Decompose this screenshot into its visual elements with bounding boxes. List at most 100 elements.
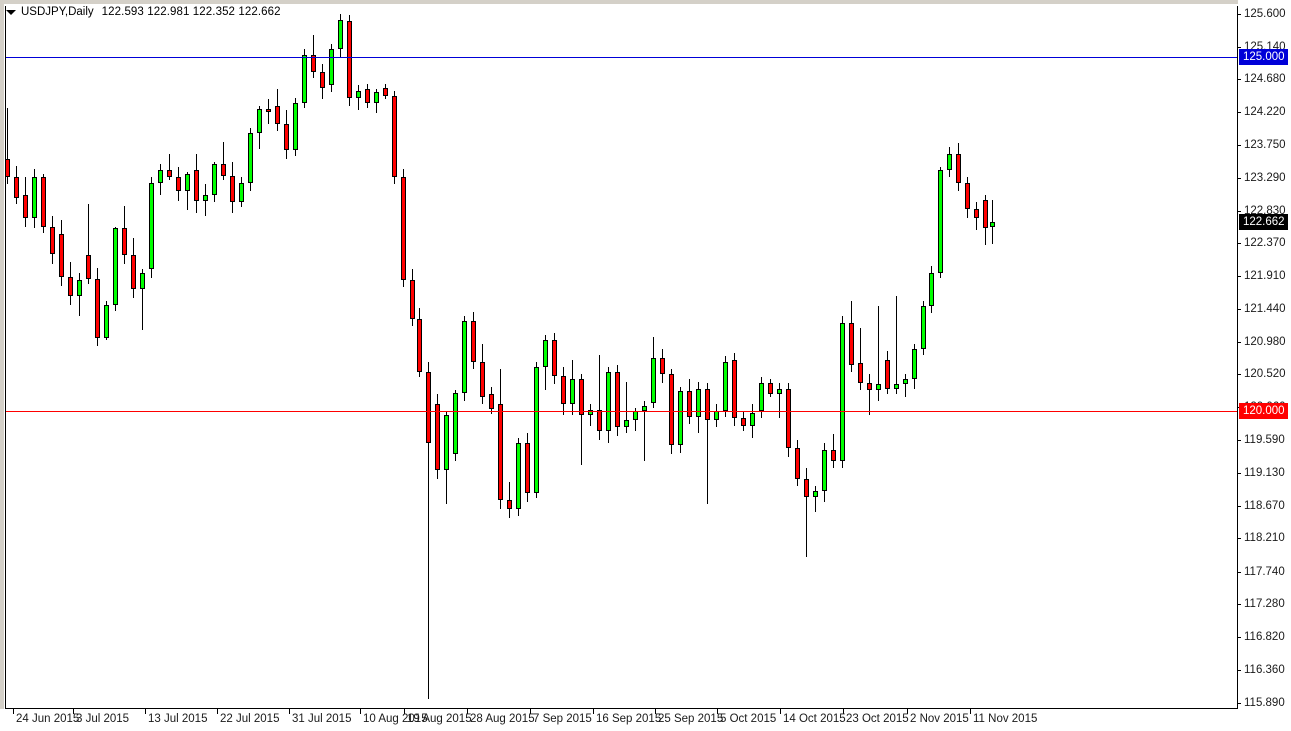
candle-body-bullish [462, 320, 467, 393]
time-tick [655, 709, 656, 714]
candlestick [392, 6, 397, 708]
candlestick [525, 6, 530, 708]
candle-body-bearish [471, 320, 476, 362]
price-scale-panel[interactable] [1238, 0, 1291, 708]
candle-body-bullish [293, 102, 298, 151]
resistance-line-125[interactable] [5, 56, 1237, 58]
candlestick [498, 6, 503, 708]
price-tick [1237, 341, 1241, 343]
support-line-120[interactable] [5, 411, 1237, 413]
price-axis-label: 117.280 [1244, 598, 1285, 611]
candle-body-bullish [203, 194, 208, 202]
candlestick [642, 6, 647, 708]
candlestick [678, 6, 683, 708]
candle-wick [590, 404, 591, 426]
candle-wick [581, 374, 582, 465]
candle-body-bullish [813, 490, 818, 497]
candle-body-bearish [974, 209, 979, 219]
candlestick [329, 6, 334, 708]
candle-body-bullish [516, 443, 521, 510]
candle-body-bullish [822, 450, 827, 491]
candle-body-bullish [921, 306, 926, 349]
price-axis-label: 118.210 [1244, 532, 1285, 545]
price-axis-label: 125.600 [1244, 8, 1286, 20]
price-axis-label: 119.590 [1244, 434, 1285, 447]
candle-body-bearish [965, 182, 970, 210]
candlestick [32, 6, 37, 708]
candle-body-bullish [651, 358, 656, 403]
candlestick [356, 6, 361, 708]
time-axis-label: 22 Jul 2015 [220, 713, 280, 725]
candle-wick [815, 485, 816, 513]
candle-body-bearish [14, 177, 19, 199]
candle-body-bullish [903, 379, 908, 385]
time-tick [217, 709, 218, 714]
price-tick [1237, 473, 1241, 475]
candle-body-bearish [221, 164, 226, 176]
candle-body-bullish [239, 182, 244, 203]
time-tick [530, 709, 531, 714]
candlestick [113, 6, 118, 708]
candle-body-bearish [768, 382, 773, 394]
time-axis-label: 7 Sep 2015 [533, 713, 592, 725]
candle-wick [626, 381, 627, 433]
candle-body-bullish [113, 228, 118, 305]
candlestick [804, 6, 809, 708]
candlestick [383, 6, 388, 708]
candlestick [840, 6, 845, 708]
candlestick [230, 6, 235, 708]
price-tick [1237, 79, 1241, 81]
candlestick [903, 6, 908, 708]
candlestick [938, 6, 943, 708]
candlestick [320, 6, 325, 708]
chart-plot-area[interactable] [5, 6, 1237, 708]
window-frame-top [0, 0, 1291, 4]
candle-wick [869, 374, 870, 415]
chevron-down-icon[interactable] [6, 10, 16, 15]
price-tick [1237, 440, 1241, 442]
candle-body-bullish [876, 384, 881, 391]
candle-body-bearish [426, 371, 431, 444]
candlestick [293, 6, 298, 708]
candlestick [867, 6, 872, 708]
candle-body-bearish [804, 478, 809, 497]
candle-body-bearish [410, 280, 415, 320]
candle-body-bearish [131, 255, 136, 290]
candle-body-bearish [50, 226, 55, 254]
candle-body-bearish [858, 363, 863, 383]
candlestick [302, 6, 307, 708]
candle-body-bearish [392, 95, 397, 178]
candlestick [651, 6, 656, 708]
candle-body-bullish [77, 280, 82, 297]
candlestick [212, 6, 217, 708]
candle-body-bullish [185, 173, 190, 192]
candlestick [615, 6, 620, 708]
candlestick [714, 6, 719, 708]
time-tick [289, 709, 290, 714]
candle-body-bearish [525, 443, 530, 493]
price-axis-label: 121.440 [1244, 303, 1286, 316]
candlestick [284, 6, 289, 708]
price-tick [1237, 275, 1241, 277]
candle-body-bearish [383, 87, 388, 96]
price-tick [1237, 145, 1241, 147]
price-axis-label: 119.130 [1244, 467, 1285, 480]
candle-body-bullish [356, 90, 361, 98]
price-axis-label: 122.370 [1244, 237, 1286, 250]
candlestick [579, 6, 584, 708]
candle-body-bearish [552, 340, 557, 376]
candle-wick [599, 354, 600, 440]
candlestick [947, 6, 952, 708]
support-price-tag: 120.000 [1239, 403, 1288, 420]
price-axis-label: 123.750 [1244, 139, 1286, 152]
candle-wick [7, 107, 8, 185]
price-axis-label: 115.890 [1244, 697, 1285, 709]
candlestick [669, 6, 674, 708]
candle-body-bullish [947, 154, 952, 171]
time-scale-panel[interactable] [0, 709, 1291, 731]
time-tick [467, 709, 468, 714]
candle-body-bearish [311, 55, 316, 73]
time-tick [843, 709, 844, 714]
candlestick [813, 6, 818, 708]
candle-wick [779, 382, 780, 419]
